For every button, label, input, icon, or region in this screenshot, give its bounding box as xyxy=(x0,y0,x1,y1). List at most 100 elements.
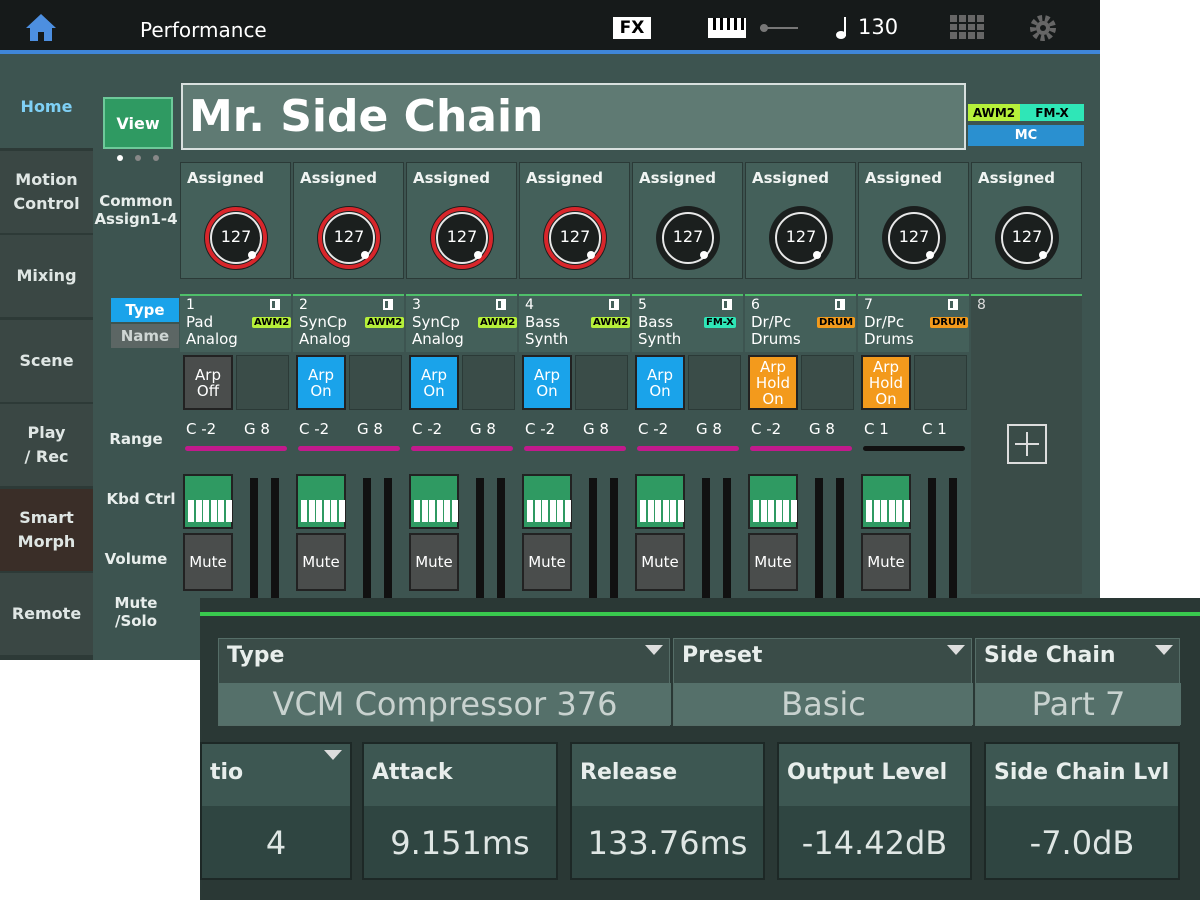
dropdown-arrow xyxy=(645,645,663,655)
part-number: 5 xyxy=(638,297,647,313)
knob-cell[interactable]: Assigned 127 xyxy=(293,162,404,279)
arp-button[interactable]: Arp Off xyxy=(183,355,233,410)
range-bar[interactable] xyxy=(637,446,739,451)
parameter[interactable]: tio 4 xyxy=(200,742,352,880)
selector[interactable]: Type VCM Compressor 376 xyxy=(218,638,671,726)
mute-button[interactable]: Mute xyxy=(748,533,798,591)
keyboard-button[interactable] xyxy=(861,474,911,529)
mute-button[interactable]: Mute xyxy=(861,533,911,591)
keyboard-button[interactable] xyxy=(635,474,685,529)
part-header[interactable]: 6 Dr/Pc Drums DRUM xyxy=(745,294,856,352)
parameter[interactable]: Side Chain Lvl -7.0dB xyxy=(984,742,1180,880)
sidebar-tab[interactable]: Home xyxy=(0,66,93,148)
keyboard-button[interactable] xyxy=(296,474,346,529)
fader[interactable] xyxy=(476,478,484,598)
arp-button[interactable]: Arp On xyxy=(635,355,685,410)
fader[interactable] xyxy=(363,478,371,598)
part-name: Bass xyxy=(638,313,674,331)
part-name: Synth xyxy=(525,330,569,348)
knob[interactable] xyxy=(201,203,271,273)
range-bar[interactable] xyxy=(185,446,287,451)
tempo[interactable]: 130 xyxy=(858,15,899,39)
knob[interactable] xyxy=(427,203,497,273)
fader[interactable] xyxy=(815,478,823,598)
knob-cell[interactable]: Assigned 127 xyxy=(406,162,517,279)
part-header[interactable]: 1 Pad Analog AWM2 xyxy=(180,294,292,352)
fader[interactable] xyxy=(928,478,936,598)
sidebar-tab[interactable]: Scene xyxy=(0,319,93,402)
fader[interactable] xyxy=(250,478,258,598)
add-part[interactable] xyxy=(1007,424,1047,464)
knob[interactable] xyxy=(653,203,723,273)
arp-button[interactable]: Arp On xyxy=(409,355,459,410)
range-bar[interactable] xyxy=(298,446,400,451)
arp-slot xyxy=(801,355,854,410)
part-header[interactable]: 5 Bass Synth FM-X xyxy=(632,294,743,352)
meter xyxy=(949,478,957,598)
key xyxy=(301,500,307,522)
view-button[interactable]: View xyxy=(103,97,173,149)
range-bar[interactable] xyxy=(524,446,626,451)
knob[interactable] xyxy=(879,203,949,273)
knob-cell[interactable]: Assigned 127 xyxy=(180,162,291,279)
sidebar-tab[interactable]: Play / Rec xyxy=(0,404,93,486)
keyboard-button[interactable] xyxy=(748,474,798,529)
fader[interactable] xyxy=(702,478,710,598)
part-header[interactable]: 7 Dr/Pc Drums DRUM xyxy=(858,294,969,352)
performance-name-box[interactable]: Mr. Side Chain xyxy=(181,83,966,150)
mute-button[interactable]: Mute xyxy=(296,533,346,591)
sidebar-tab[interactable]: Remote xyxy=(0,573,93,655)
sidebar-tab[interactable]: Mixing xyxy=(0,235,93,317)
range-bar[interactable] xyxy=(411,446,513,451)
mute-button[interactable]: Mute xyxy=(183,533,233,591)
page-dots xyxy=(117,155,159,161)
part-header[interactable]: 3 SynCp Analog AWM2 xyxy=(406,294,518,352)
part-name: Dr/Pc xyxy=(864,313,905,331)
fx-button[interactable]: FX xyxy=(613,17,651,39)
mute-button[interactable]: Mute xyxy=(635,533,685,591)
part-header[interactable]: 2 SynCp Analog AWM2 xyxy=(293,294,405,352)
knob-cell[interactable]: Assigned 127 xyxy=(632,162,743,279)
arp-button[interactable]: Arp On xyxy=(296,355,346,410)
knob-cell[interactable]: Assigned 127 xyxy=(858,162,969,279)
knob-cell[interactable]: Assigned 127 xyxy=(519,162,630,279)
home-icon[interactable] xyxy=(25,12,57,42)
row-label: Kbd Ctrl xyxy=(106,490,176,508)
parameter[interactable]: Output Level -14.42dB xyxy=(777,742,972,880)
type-toggle[interactable]: Type xyxy=(111,298,179,322)
range-low: C -2 xyxy=(186,420,217,438)
knob[interactable] xyxy=(540,203,610,273)
range-bar[interactable] xyxy=(863,446,965,451)
mute-button[interactable]: Mute xyxy=(522,533,572,591)
selector[interactable]: Side Chain Part 7 xyxy=(975,638,1181,726)
keyboard-button[interactable] xyxy=(522,474,572,529)
empty-part[interactable]: 8 xyxy=(971,294,1082,594)
selector[interactable]: Preset Basic xyxy=(673,638,973,726)
part-name: Synth xyxy=(638,330,682,348)
parameter[interactable]: Release 133.76ms xyxy=(570,742,765,880)
arp-button[interactable]: Arp Hold On xyxy=(861,355,911,410)
sidebar-tab[interactable]: Smart Morph xyxy=(0,488,93,571)
knob[interactable] xyxy=(766,203,836,273)
accent-line xyxy=(0,50,1100,54)
keyboard-button[interactable] xyxy=(183,474,233,529)
knob[interactable] xyxy=(314,203,384,273)
part-icon xyxy=(722,299,732,310)
fader[interactable] xyxy=(589,478,597,598)
arp-button[interactable]: Arp Hold On xyxy=(748,355,798,410)
range-low: C -2 xyxy=(751,420,782,438)
name-toggle[interactable]: Name xyxy=(111,324,179,348)
mute-button[interactable]: Mute xyxy=(409,533,459,591)
arp-button[interactable]: Arp On xyxy=(522,355,572,410)
knob[interactable] xyxy=(992,203,1062,273)
grid-icon[interactable] xyxy=(950,15,984,39)
settings-icon[interactable] xyxy=(1030,15,1056,41)
parameter[interactable]: Attack 9.151ms xyxy=(362,742,558,880)
sidebar-tab[interactable]: Motion Control xyxy=(0,150,93,233)
range-bar[interactable] xyxy=(750,446,852,451)
part-header[interactable]: 4 Bass Synth AWM2 xyxy=(519,294,631,352)
keyboard-button[interactable] xyxy=(409,474,459,529)
part-name: SynCp xyxy=(412,313,460,331)
knob-cell[interactable]: Assigned 127 xyxy=(745,162,856,279)
knob-cell[interactable]: Assigned 127 xyxy=(971,162,1082,279)
